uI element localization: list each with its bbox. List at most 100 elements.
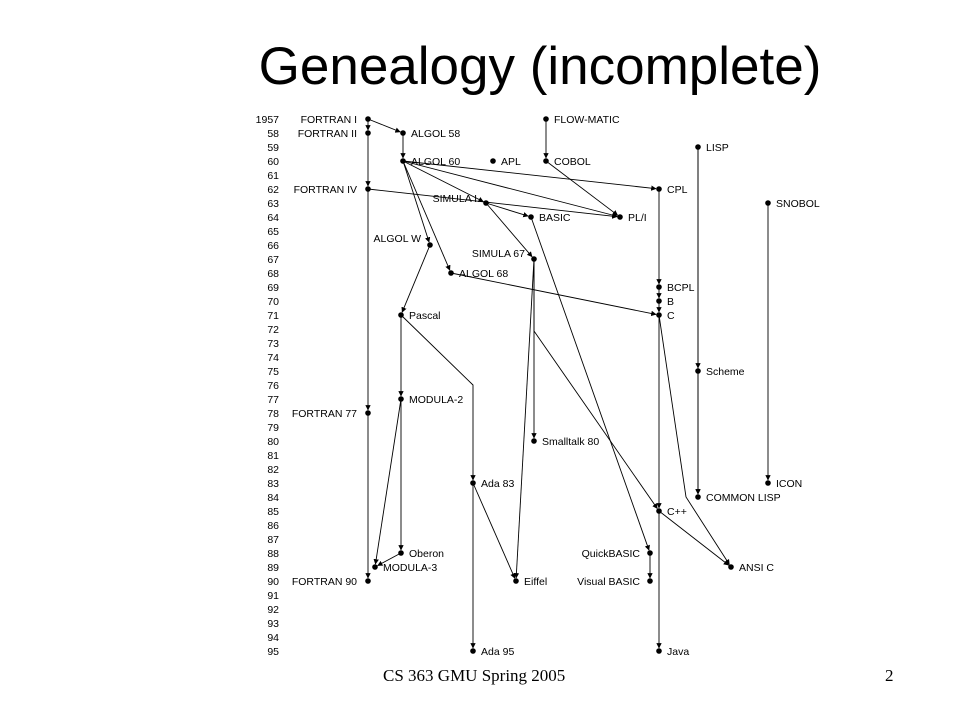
node-dot <box>427 242 433 248</box>
nodes-layer: FORTRAN I FORTRAN II ALGOL 58 FLOW-MATIC LIS… <box>292 114 820 658</box>
year-label: 91 <box>267 590 279 602</box>
node-fortran77: FORTRAN 77 <box>292 408 371 420</box>
node-algol58: ALGOL 58 <box>400 128 460 140</box>
year-label: 85 <box>267 506 279 518</box>
node-label: COBOL <box>554 156 591 168</box>
node-dot <box>543 158 549 164</box>
node-label: MODULA-3 <box>383 562 437 574</box>
node-commonlisp: COMMON LISP <box>695 492 781 504</box>
node-modula2: MODULA-2 <box>398 394 463 406</box>
node-java: Java <box>656 646 689 658</box>
node-dot <box>656 508 662 514</box>
year-label: 67 <box>267 254 279 266</box>
node-label: SNOBOL <box>776 198 820 210</box>
node-dot <box>656 312 662 318</box>
node-dot <box>398 312 404 318</box>
edge-ada83-to-eiffel <box>472 482 516 579</box>
node-label: Visual BASIC <box>577 576 640 588</box>
node-ansic: ANSI C <box>728 562 774 574</box>
year-label: 72 <box>267 324 279 336</box>
edge-simula67-to-eiffel <box>513 258 535 579</box>
edge-algol60-to-algolw <box>402 160 431 243</box>
year-label: 93 <box>267 618 279 630</box>
year-label: 70 <box>267 296 279 308</box>
edge-basic-to-quickbasic <box>530 216 650 551</box>
node-cobol: COBOL <box>543 156 591 168</box>
node-dot <box>765 480 771 486</box>
year-label: 76 <box>267 380 279 392</box>
node-label: SIMULA 67 <box>472 248 525 260</box>
node-snobol: SNOBOL <box>765 198 820 210</box>
year-label: 79 <box>267 422 279 434</box>
year-label: 86 <box>267 520 279 532</box>
edge-fortran4-to-pl1 <box>367 188 618 219</box>
year-label: 68 <box>267 268 279 280</box>
edge-algol60-to-algol68 <box>402 160 451 271</box>
node-quickbasic: QuickBASIC <box>582 548 653 560</box>
year-label: 82 <box>267 464 279 476</box>
edges-layer <box>365 118 771 649</box>
node-label: FORTRAN I <box>301 114 357 126</box>
edge-simula1-to-basic <box>485 202 529 218</box>
node-apl: APL <box>490 156 521 168</box>
year-label: 65 <box>267 226 279 238</box>
node-dot <box>365 116 371 122</box>
node-label: FORTRAN 77 <box>292 408 357 420</box>
node-label: FORTRAN II <box>298 128 357 140</box>
node-label: ANSI C <box>739 562 774 574</box>
year-label: 84 <box>267 492 279 504</box>
edge-algol60-to-simula1 <box>402 160 484 203</box>
year-label: 71 <box>267 310 279 322</box>
year-label: 77 <box>267 394 279 406</box>
node-dot <box>728 564 734 570</box>
node-label: FLOW-MATIC <box>554 114 620 126</box>
node-label: BCPL <box>667 282 695 294</box>
node-label: BASIC <box>539 212 571 224</box>
node-smalltalk80: Smalltalk 80 <box>531 436 599 448</box>
node-label: COMMON LISP <box>706 492 781 504</box>
node-label: C++ <box>667 506 687 518</box>
node-dot <box>372 564 378 570</box>
node-label: QuickBASIC <box>582 548 641 560</box>
node-modula3: MODULA-3 <box>372 562 437 574</box>
node-simula1: SIMULA I <box>433 193 489 206</box>
node-label: Ada 83 <box>481 478 514 490</box>
node-algolw: ALGOL W <box>374 233 433 248</box>
edge-pascal-to-ada83 <box>400 314 476 481</box>
node-oberon: Oberon <box>398 548 444 560</box>
node-dot <box>695 368 701 374</box>
year-label: 69 <box>267 282 279 294</box>
year-label: 58 <box>267 128 279 140</box>
node-label: C <box>667 310 675 322</box>
node-dot <box>365 578 371 584</box>
node-dot <box>365 186 371 192</box>
edge-simula1-to-simula67 <box>485 202 533 258</box>
year-label: 95 <box>267 646 279 658</box>
node-fortran90: FORTRAN 90 <box>292 576 371 588</box>
node-icon: ICON <box>765 478 802 490</box>
year-label: 90 <box>267 576 279 588</box>
year-label: 74 <box>267 352 279 364</box>
node-cpp: C++ <box>656 506 687 518</box>
node-basic: BASIC <box>528 212 571 224</box>
node-label: PL/I <box>628 212 647 224</box>
node-dot <box>647 550 653 556</box>
year-label: 83 <box>267 478 279 490</box>
node-dot <box>617 214 623 220</box>
node-fortran1: FORTRAN I <box>301 114 371 126</box>
node-dot <box>531 256 537 262</box>
node-eiffel: Eiffel <box>513 576 547 588</box>
node-dot <box>365 130 371 136</box>
year-label: 64 <box>267 212 279 224</box>
edge-algolw-to-pascal <box>401 244 431 313</box>
node-label: ICON <box>776 478 802 490</box>
node-label: LISP <box>706 142 729 154</box>
node-label: B <box>667 296 674 308</box>
year-label: 81 <box>267 450 279 462</box>
year-label: 88 <box>267 548 279 560</box>
year-label: 80 <box>267 436 279 448</box>
edge-cobol-to-pl1 <box>545 160 619 216</box>
year-label: 94 <box>267 632 279 644</box>
